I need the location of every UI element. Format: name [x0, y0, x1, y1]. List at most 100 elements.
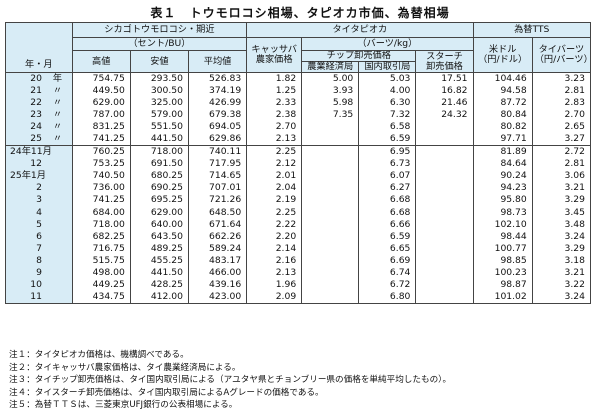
- footnote: 注１：タイタピオカ価格は、機構調べである。: [9, 350, 189, 360]
- cell-cassava: 2.38: [246, 109, 303, 122]
- cell-cassava: 2.70: [246, 121, 303, 134]
- cell-chip-agri: [301, 266, 360, 279]
- row-label: 4: [5, 206, 73, 219]
- cell-chip-agri: [301, 194, 360, 207]
- header-chicago-unit: （セント/BU）: [71, 37, 248, 51]
- table-row: 22 〃 629.00 325.00 426.99 2.33 5.98 6.30 21.46 87…: [5, 97, 592, 110]
- table-row: 25 〃 741.25 441.50 629.86 2.13 6.59 97.71 3.27: [5, 133, 592, 146]
- header-low: 安値: [129, 50, 189, 73]
- header-chip: チップ卸売価格 農業経済局 国内取引局: [301, 50, 417, 73]
- header-tapioca-group: タイタピオカ: [246, 22, 474, 38]
- table-number: 表１: [150, 6, 177, 20]
- header-avg: 平均値: [187, 50, 248, 73]
- cell-chip-dom: 6.72: [358, 278, 417, 291]
- cell-high: 754.75: [71, 72, 131, 86]
- cell-cassava: 2.20: [246, 230, 303, 243]
- cell-cassava: 1.25: [246, 85, 303, 98]
- cell-starch: [415, 145, 474, 159]
- cell-chip-dom: 6.73: [358, 158, 417, 171]
- cell-thb: 3.21: [531, 266, 592, 279]
- cell-low: 695.25: [129, 194, 189, 207]
- cell-chip-dom: 6.95: [358, 145, 417, 159]
- cell-low: 643.50: [129, 230, 189, 243]
- cell-high: 498.00: [71, 266, 131, 279]
- cell-starch: 16.82: [415, 85, 474, 98]
- cell-chip-agri: 7.35: [301, 109, 360, 122]
- header-chicago-group: シカゴトウモロコシ・期近: [71, 22, 248, 38]
- header-high: 高値: [71, 50, 131, 73]
- cell-starch: [415, 290, 474, 304]
- table-row: 24 〃 831.25 551.50 694.05 2.70 6.58 80.82 2.65: [5, 121, 592, 134]
- cell-chip-agri: [301, 158, 360, 171]
- cell-starch: [415, 218, 474, 231]
- cell-avg: 374.19: [187, 85, 248, 98]
- price-table: 年・月 シカゴトウモロコシ・期近 タイタピオカ 為替TTS （セント/BU） キ…: [5, 22, 592, 304]
- cell-thb: 2.81: [531, 85, 592, 98]
- row-label: 25 〃: [5, 133, 73, 146]
- row-label: 22 〃: [5, 97, 73, 110]
- cell-low: 428.25: [129, 278, 189, 291]
- cell-thb: 3.48: [531, 218, 592, 231]
- cell-starch: [415, 230, 474, 243]
- cell-chip-agri: 5.00: [301, 72, 360, 86]
- cell-high: 831.25: [71, 121, 131, 134]
- cell-high: 682.25: [71, 230, 131, 243]
- cell-cassava: 2.04: [246, 182, 303, 195]
- cell-usd: 98.85: [472, 254, 533, 267]
- cell-high: 684.00: [71, 206, 131, 219]
- cell-usd: 80.82: [472, 121, 533, 134]
- cell-starch: [415, 266, 474, 279]
- cell-cassava: 2.33: [246, 97, 303, 110]
- cell-starch: [415, 278, 474, 291]
- cell-chip-agri: 3.93: [301, 85, 360, 98]
- cell-chip-dom: 6.68: [358, 206, 417, 219]
- cell-chip-agri: [301, 145, 360, 159]
- cell-cassava: 2.13: [246, 266, 303, 279]
- cell-starch: [415, 158, 474, 171]
- cell-low: 300.50: [129, 85, 189, 98]
- cell-chip-dom: 6.07: [358, 170, 417, 183]
- row-label: 12: [5, 158, 73, 171]
- table-row: 24年11月 760.25 718.00 740.11 2.25 6.95 81.89 2.7…: [5, 145, 592, 159]
- cell-thb: 3.24: [531, 230, 592, 243]
- cell-usd: 95.80: [472, 194, 533, 207]
- cell-avg: 526.83: [187, 72, 248, 86]
- row-label: 20 年: [5, 72, 73, 86]
- cell-low: 489.25: [129, 242, 189, 255]
- cell-chip-dom: 6.58: [358, 121, 417, 134]
- cell-avg: 707.01: [187, 182, 248, 195]
- cell-low: 691.50: [129, 158, 189, 171]
- row-label: 6: [5, 230, 73, 243]
- cell-usd: 98.73: [472, 206, 533, 219]
- footnote: 注２：タイキャッサバ農家価格は、タイ農業経済局による。: [9, 362, 241, 373]
- cell-low: 441.50: [129, 266, 189, 279]
- header-fx-group: 為替TTS: [472, 22, 592, 38]
- row-label: 10: [5, 278, 73, 291]
- cell-chip-dom: 5.03: [358, 72, 417, 86]
- cell-thb: 3.45: [531, 206, 592, 219]
- cell-avg: 648.50: [187, 206, 248, 219]
- cell-thb: 3.24: [531, 290, 592, 304]
- cell-usd: 101.02: [472, 290, 533, 304]
- header-chip-agri: 農業経済局: [303, 62, 360, 72]
- cell-thb: 3.18: [531, 254, 592, 267]
- cell-avg: 483.17: [187, 254, 248, 267]
- cell-usd: 94.58: [472, 85, 533, 98]
- cell-usd: 104.46: [472, 72, 533, 86]
- table-row: 20 年 754.75 293.50 526.83 1.82 5.00 5.03 17.51 10…: [5, 72, 592, 86]
- cell-chip-agri: [301, 182, 360, 195]
- cell-cassava: 1.82: [246, 72, 303, 86]
- table-body: 20 年 754.75 293.50 526.83 1.82 5.00 5.03 17.51 10…: [5, 72, 592, 304]
- table-row: 6 682.25 643.50 662.26 2.20 6.59 98.44 3.24: [5, 230, 592, 243]
- cell-chip-dom: 7.32: [358, 109, 417, 122]
- cell-usd: 80.84: [472, 109, 533, 122]
- cell-cassava: 2.01: [246, 170, 303, 183]
- row-label: 24年11月: [5, 145, 73, 159]
- cell-chip-agri: [301, 230, 360, 243]
- cell-chip-agri: [301, 218, 360, 231]
- footnote: 注３：タイチップ卸売価格は、タイ国内取引局による（アユタヤ県とチョンブリー県の価…: [9, 375, 452, 386]
- cell-cassava: 2.13: [246, 133, 303, 146]
- cell-thb: 2.65: [531, 121, 592, 134]
- header-starch: スターチ 卸売価格: [415, 50, 474, 73]
- row-label: 25年1月: [5, 170, 73, 183]
